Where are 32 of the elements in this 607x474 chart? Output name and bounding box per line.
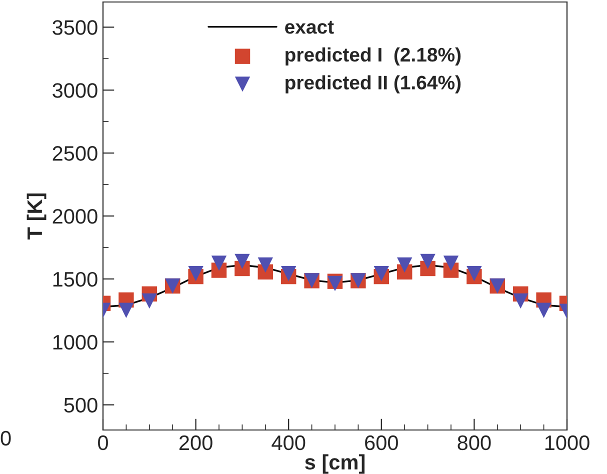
point <box>536 302 552 318</box>
point <box>420 254 436 270</box>
x-tick-label: 400 <box>272 435 306 450</box>
y-tick-label: 2500 <box>52 146 98 161</box>
point <box>142 293 158 309</box>
y-tick-label: 500 <box>64 398 98 413</box>
point <box>396 257 412 273</box>
y-tick-label: 2000 <box>52 209 98 224</box>
y-tick-label: 3500 <box>52 20 98 35</box>
point <box>188 266 204 282</box>
x-tick-label: 0 <box>98 435 108 450</box>
y-tick-label: 1000 <box>53 334 98 350</box>
point <box>258 257 274 273</box>
x-axis-title: s [cm] <box>305 454 365 474</box>
legend-label: predicted I (2.18%) <box>286 47 461 66</box>
point <box>512 293 528 309</box>
point <box>466 266 482 282</box>
point <box>443 256 459 271</box>
x-tick-label: 800 <box>458 435 491 450</box>
x-tick-label: 200 <box>179 435 212 450</box>
point <box>234 254 250 270</box>
y-tick-label: 1500 <box>53 272 98 287</box>
y-tick-label: 3000 <box>52 83 98 98</box>
point <box>374 266 390 282</box>
point <box>211 256 227 271</box>
point <box>118 302 134 318</box>
y-axis-title: T [K] <box>26 193 46 240</box>
legend-label: exact <box>285 20 334 34</box>
legend-label: predicted II (1.64%) <box>286 75 461 94</box>
x-tick-label: 600 <box>365 435 398 450</box>
x-tick-label: 1000 <box>545 435 590 450</box>
point <box>280 266 296 282</box>
